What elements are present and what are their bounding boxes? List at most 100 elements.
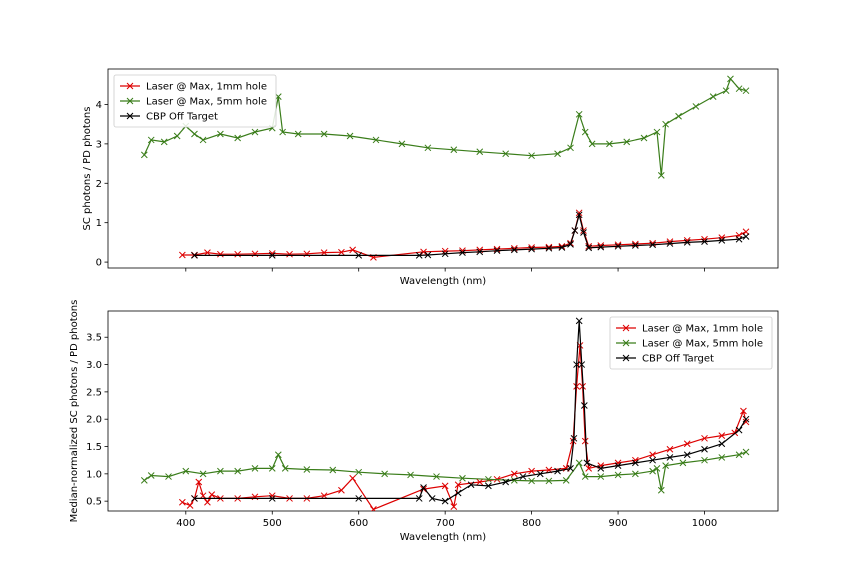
data-point [428,495,436,502]
data-point [338,486,345,494]
data-point [545,243,553,251]
data-point [742,87,750,95]
legend-marker [622,339,630,347]
legend-label: Laser @ Max, 5mm hole [642,339,763,350]
data-point [398,140,406,148]
legend-label: Laser @ Max, 1mm hole [642,324,763,335]
data-point [502,150,510,158]
data-point [160,138,168,146]
data-point [701,238,708,245]
data-point [649,467,656,475]
data-point [606,140,613,148]
data-point [195,478,203,486]
y-tick-label: 4 [96,100,102,111]
data-point [510,246,518,254]
data-point [683,451,691,459]
data-point [441,497,449,505]
legend-item: Laser @ Max, 5mm hole [616,339,763,350]
legend-box [609,316,773,370]
y-tick-label: 3 [96,139,102,150]
data-point [536,470,544,478]
data-point [649,451,656,459]
data-point [580,229,587,236]
data-point [320,249,328,256]
data-point [355,495,363,502]
data-point [567,465,574,472]
data-point [178,251,186,259]
data-point [320,492,328,500]
data-point [485,475,492,483]
data-point [649,456,656,464]
data-point [441,250,449,258]
data-point [173,132,181,140]
data-point [199,492,207,500]
legend-label: Laser @ Max, 5mm hole [146,97,267,108]
data-point [597,243,605,251]
data-point [735,85,743,93]
legend-item: Laser @ Max, 5mm hole [120,97,267,108]
data-point [346,132,354,140]
data-point [585,244,593,252]
data-point [217,130,224,138]
legend-label: Laser @ Max, 1mm hole [146,82,267,93]
data-point [268,252,276,259]
data-point [329,466,337,474]
data-point [415,252,423,259]
data-point [217,467,224,475]
axes-frame [107,68,779,269]
data-point [614,242,622,250]
data-point [433,473,440,480]
data-point [581,437,589,445]
data-point [701,456,708,464]
y-tick-label: 1 [96,218,102,229]
x-tick-label: 400 [176,518,195,529]
data-point [528,477,535,485]
data-point [545,244,553,252]
y-tick-label: 3.5 [86,333,102,344]
data-point [718,432,726,439]
data-point [575,211,583,219]
data-point [597,465,605,472]
data-point [476,148,484,156]
data-point [692,103,700,110]
data-point [570,434,578,442]
data-point [581,128,589,136]
data-point [735,426,743,434]
data-point [632,459,639,467]
x-tick-label: 800 [522,518,541,529]
x-tick-label: 1000 [692,518,717,529]
series-2 [140,448,750,494]
data-point [683,239,691,246]
data-point [742,233,750,240]
data-point [632,242,639,249]
data-point [623,138,631,146]
data-point [588,140,596,148]
data-point [370,506,377,511]
series-line [182,345,747,511]
data-point [666,454,674,461]
data-point [147,136,155,144]
y-tick-label: 0.5 [86,497,102,508]
x-axis-label: Wavelength (nm) [400,276,486,287]
data-point [485,482,492,490]
data-point [454,489,462,497]
legend-box [113,74,277,128]
x-axis-label: Wavelength (nm) [400,532,486,543]
y-tick-label: 1.0 [86,469,102,480]
data-point [251,465,259,472]
data-point [454,481,462,489]
data-point [281,465,289,472]
data-point [234,250,242,258]
x-tick-label: 700 [436,518,455,529]
bottom-panel: 400 500 600 700 800 900 1000 0.5 1.0 1.5 2.0 2.5 3.0… [69,300,779,543]
data-point [571,227,579,234]
data-point [510,470,518,478]
data-point [349,474,357,482]
data-point [424,144,432,152]
data-point [573,361,580,368]
data-point [191,495,198,502]
data-point [355,252,363,259]
data-point [657,172,665,179]
data-point [562,477,570,484]
data-point [683,440,691,448]
